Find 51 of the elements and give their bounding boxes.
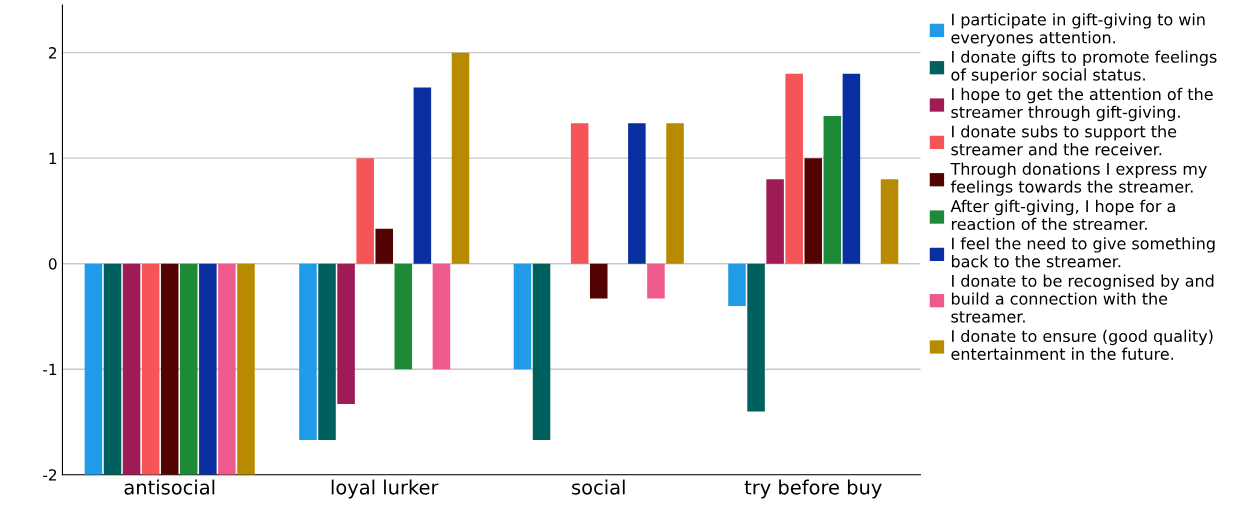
- legend-label: I donate subs to support the streamer and the receiver.: [951, 125, 1177, 156]
- legend-label: After gift-giving, I hope for a reaction of the streamer.: [950, 199, 1175, 231]
- bar: [728, 263, 746, 306]
- y-tick-label: -1: [43, 363, 57, 376]
- bar: [199, 263, 217, 475]
- y-tick-label: 0: [48, 258, 57, 270]
- legend-label: Through donations I express my feelings towards the streamer.: [950, 162, 1207, 196]
- bar: [122, 263, 141, 475]
- bar: [318, 263, 336, 440]
- bar: [337, 263, 355, 405]
- bar: [218, 263, 236, 475]
- bar: [180, 263, 198, 475]
- y-tick-label: 2: [48, 47, 57, 59]
- bar: [375, 228, 393, 264]
- legend-label: I feel the need to give something back to the streamer.: [951, 237, 1215, 268]
- bar: [103, 263, 122, 475]
- legend-label: I hope to get the attention of the streamer through gift-giving.: [951, 87, 1213, 122]
- bar: [394, 263, 413, 370]
- x-tick-label: try before buy: [744, 479, 882, 499]
- bar: [823, 115, 842, 264]
- bar: [141, 263, 160, 475]
- bar: [666, 123, 684, 264]
- y-tick-label: 1: [49, 152, 57, 164]
- bar: [589, 263, 608, 299]
- bar: [432, 263, 451, 370]
- bar: [804, 158, 823, 264]
- legend-label: I donate to be recognised by and build a connection with the streamer.: [951, 274, 1214, 323]
- bar: [628, 123, 646, 264]
- bar: [237, 263, 255, 475]
- bar: [570, 123, 589, 264]
- legend-label: I donate gifts to promote feelings of superior social status.: [951, 50, 1217, 84]
- legend-label: I participate in gift-giving to win everyones attention.: [951, 13, 1205, 47]
- bar: [880, 179, 899, 264]
- bar: [160, 263, 179, 475]
- bar: [451, 52, 470, 264]
- bar: [647, 263, 665, 299]
- x-tick-label: social: [572, 479, 625, 495]
- bar: [785, 73, 803, 264]
- bar: [299, 263, 317, 440]
- bar: [766, 179, 784, 264]
- x-tick-label: antisocial: [124, 479, 215, 495]
- y-tick-label: -2: [43, 469, 57, 481]
- bar: [842, 73, 861, 264]
- bar: [532, 263, 551, 440]
- legend-label: I donate to ensure (good quality) entertainment in the future.: [951, 329, 1213, 360]
- bar: [747, 263, 765, 412]
- bar: [84, 263, 103, 475]
- bar: [413, 87, 432, 264]
- bar: [513, 263, 532, 370]
- x-tick-label: loyal lurker: [331, 479, 439, 499]
- bar: [356, 158, 374, 264]
